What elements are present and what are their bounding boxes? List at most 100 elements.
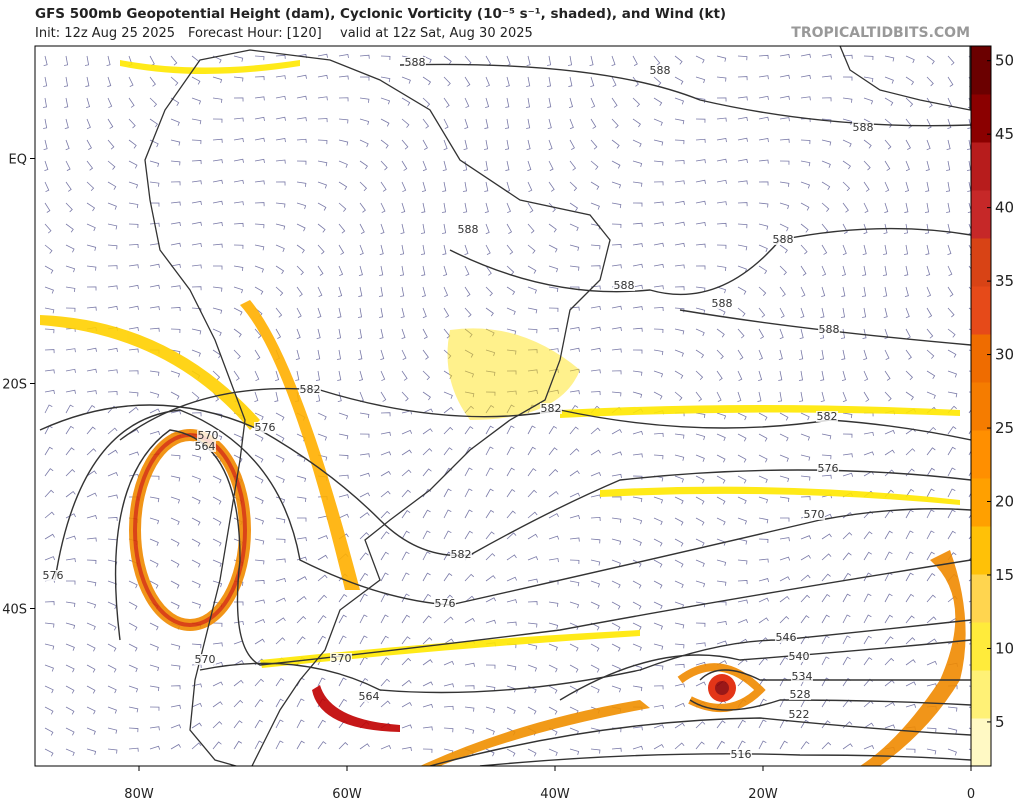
contour-label: 588: [853, 121, 874, 134]
wind-barb: [548, 202, 556, 213]
wind-barb: [86, 601, 97, 609]
wind-barb: [212, 76, 223, 84]
wind-barb: [779, 138, 790, 143]
wind-barb: [800, 53, 811, 58]
wind-barb: [170, 181, 181, 186]
wind-barb: [422, 349, 429, 360]
wind-barb: [611, 97, 618, 108]
wind-barb: [548, 425, 558, 435]
wind-barb: [254, 599, 265, 604]
wind-barb: [842, 593, 851, 603]
wind-barb: [527, 160, 532, 172]
wind-barb: [443, 55, 452, 65]
wind-barb: [338, 433, 349, 440]
wind-barb: [86, 202, 96, 212]
wind-barb: [882, 265, 887, 276]
wind-barb: [44, 307, 55, 314]
wind-barb: [904, 265, 909, 276]
wind-barb: [632, 118, 641, 128]
wind-barb: [380, 451, 392, 456]
wind-barb: [149, 643, 159, 651]
wind-barb: [170, 454, 181, 460]
wind-barb: [401, 449, 412, 456]
contour-label: 588: [773, 233, 794, 246]
wind-barb: [800, 202, 810, 211]
contour-label-bg: [775, 632, 797, 643]
wind-barb: [821, 573, 831, 582]
wind-barb: [546, 76, 552, 87]
wind-barb: [548, 469, 559, 477]
wind-barb: [758, 75, 769, 80]
wind-barb: [820, 307, 825, 318]
wind-barb: [674, 559, 684, 568]
wind-barb: [737, 412, 747, 421]
wind-barb: [170, 55, 178, 66]
wind-barb: [653, 601, 663, 610]
wind-barb: [170, 97, 180, 106]
wind-barb: [527, 265, 537, 274]
wind-barb: [653, 454, 664, 460]
contour-label-bg: [788, 651, 810, 662]
contour-label: 570: [804, 508, 825, 521]
wind-barb: [779, 202, 790, 210]
wind-barb: [359, 202, 366, 213]
wind-barb: [464, 727, 475, 734]
wind-barb: [149, 745, 161, 750]
wind-barb: [254, 349, 261, 360]
wind-barb: [296, 160, 307, 165]
contour-label: 582: [451, 548, 472, 561]
wind-barb: [359, 677, 369, 687]
wind-barb: [380, 614, 389, 624]
wind-barb: [674, 433, 685, 439]
wind-barb: [233, 620, 244, 626]
wind-barb: [107, 202, 117, 210]
wind-barb: [400, 223, 405, 234]
wind-barb: [464, 426, 474, 435]
wind-barb: [716, 559, 727, 566]
wind-barb: [170, 601, 180, 610]
wind-barb: [716, 117, 727, 122]
wind-barb: [716, 475, 726, 484]
wind-barb: [128, 160, 138, 169]
wind-barb: [107, 244, 118, 250]
wind-barb: [800, 412, 810, 421]
wind-barb: [758, 538, 769, 544]
wind-barb: [506, 467, 515, 477]
wind-barb: [191, 702, 203, 708]
wind-barb: [149, 685, 160, 692]
wind-barb: [716, 517, 726, 526]
wind-barb: [632, 284, 643, 289]
wind-barb: [296, 95, 307, 100]
wind-barb: [85, 76, 90, 87]
wind-barb: [401, 724, 413, 729]
wind-barb: [233, 699, 244, 708]
wind-barb: [884, 349, 890, 361]
wind-barb: [527, 328, 538, 334]
wind-barb: [64, 118, 69, 130]
contour-label: 564: [195, 440, 216, 453]
wind-barb: [191, 643, 202, 649]
wind-barb: [569, 559, 580, 565]
wind-barb: [275, 698, 284, 708]
wind-barb: [107, 118, 114, 129]
wind-barb: [380, 531, 390, 540]
wind-barb: [569, 748, 580, 756]
wind-barb: [275, 740, 284, 750]
wind-barb: [926, 370, 936, 380]
wind-barb: [86, 404, 96, 414]
wind-barb: [884, 593, 893, 603]
colorbar-cell: [971, 526, 991, 575]
wind-barb: [443, 616, 454, 624]
wind-barb: [43, 139, 48, 150]
wind-barb: [254, 391, 259, 403]
wind-barb: [170, 664, 181, 670]
wind-barb: [338, 698, 348, 708]
wind-barb: [716, 307, 726, 316]
wind-barb: [233, 740, 243, 750]
wind-barb: [485, 404, 495, 414]
wind-barb: [611, 538, 622, 545]
wind-barb: [128, 181, 139, 189]
contour-label-bg: [42, 570, 64, 581]
wind-barb: [485, 349, 496, 357]
wind-barb: [632, 55, 638, 66]
